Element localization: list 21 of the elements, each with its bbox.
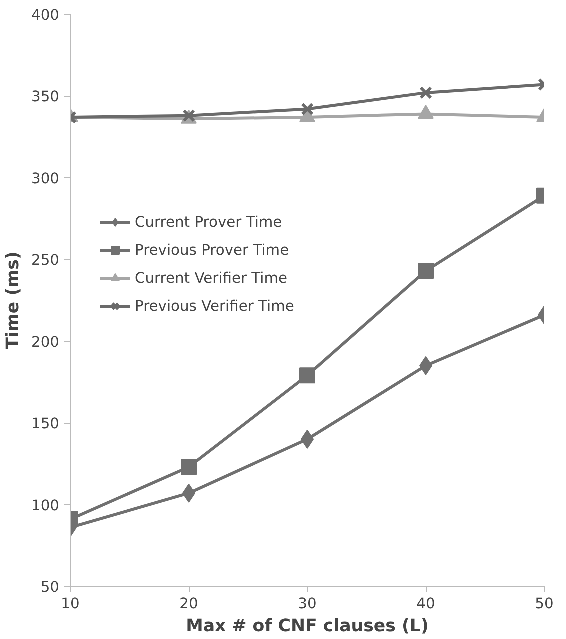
y-tick-label: 50 [40, 579, 60, 596]
point [300, 368, 316, 384]
x-axis-title: Max # of CNF clauses (L) [186, 616, 429, 636]
legend-label: Previous Prover Time [135, 242, 290, 258]
legend-label: Current Prover Time [135, 214, 282, 230]
y-tick-label: 250 [32, 252, 60, 270]
point [301, 102, 314, 116]
x-tick-label: 30 [298, 596, 317, 612]
legend-label: Previous Verifier Time [135, 298, 294, 314]
y-tick-label: 300 [32, 170, 60, 188]
y-tick-label: 100 [32, 497, 60, 514]
y-tick-label: 200 [32, 334, 60, 351]
y-tick-label: 150 [32, 416, 60, 433]
x-tick-label: 50 [535, 596, 554, 612]
x-tick-label: 10 [61, 596, 80, 612]
legend-label: Current Verifier Time [135, 270, 288, 286]
y-tick-label: 400 [32, 7, 60, 24]
y-tick-label: 350 [32, 88, 60, 106]
y-axis-title: Time (ms) [4, 252, 24, 350]
x-tick-label: 40 [416, 596, 436, 612]
x-tick-label: 20 [180, 596, 198, 612]
